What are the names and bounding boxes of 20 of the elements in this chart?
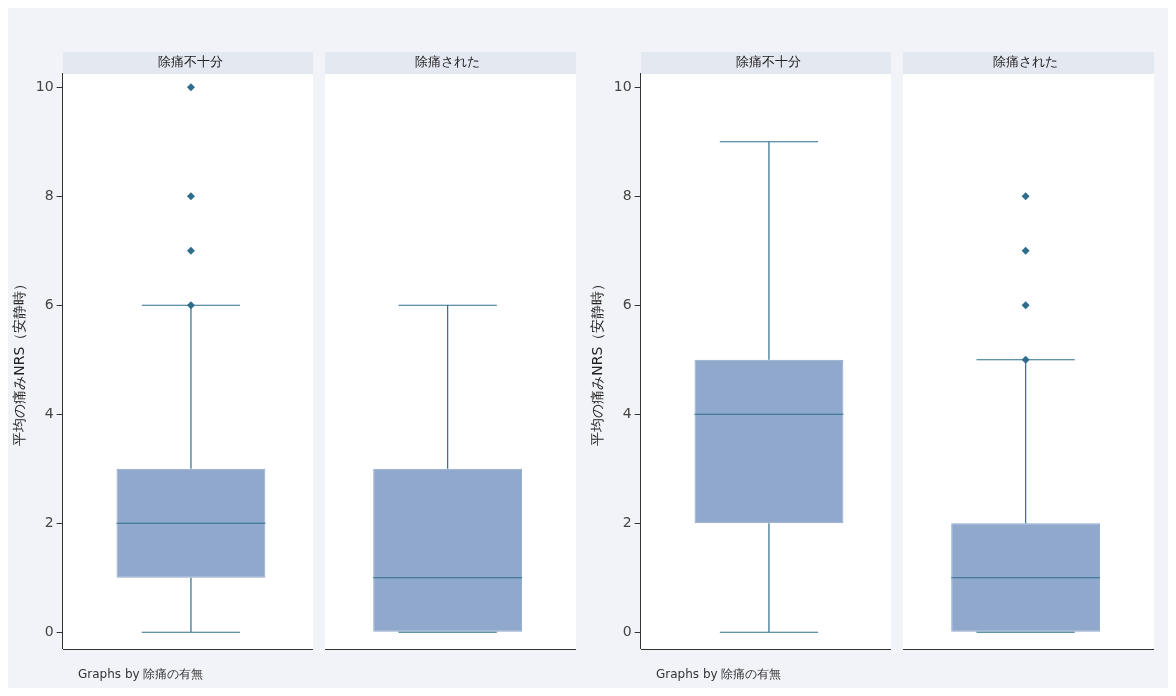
y-tick-label: 6 <box>622 295 632 312</box>
y-axis-title: 平均の痛みNRS（安静時） <box>589 276 606 446</box>
x-tick-label: 除痛された <box>993 54 1059 70</box>
y-tick-label: 2 <box>44 513 54 530</box>
y-tick-label: 10 <box>35 77 54 94</box>
text: Graphs by 除痛の有無 <box>77 666 205 683</box>
y-tick-label: 4 <box>622 404 632 421</box>
y-tick-label: 8 <box>622 186 632 203</box>
y-axis-title: 平均の痛みNRS（安静時） <box>11 276 28 446</box>
text: Graphs by 除痛の有無 <box>655 666 783 683</box>
y-tick-label: 2 <box>622 513 632 530</box>
y-tick-label: 0 <box>44 622 54 639</box>
x-tick-label: 除痛不十分 <box>158 54 224 70</box>
x-tick-label: 除痛された <box>415 54 481 70</box>
y-tick-label: 0 <box>622 622 632 639</box>
x-tick-label: 除痛不十分 <box>736 54 802 70</box>
y-tick-label: 6 <box>44 295 54 312</box>
y-tick-label: 10 <box>613 77 632 94</box>
y-tick-label: 4 <box>44 404 54 421</box>
y-tick-label: 8 <box>44 186 54 203</box>
